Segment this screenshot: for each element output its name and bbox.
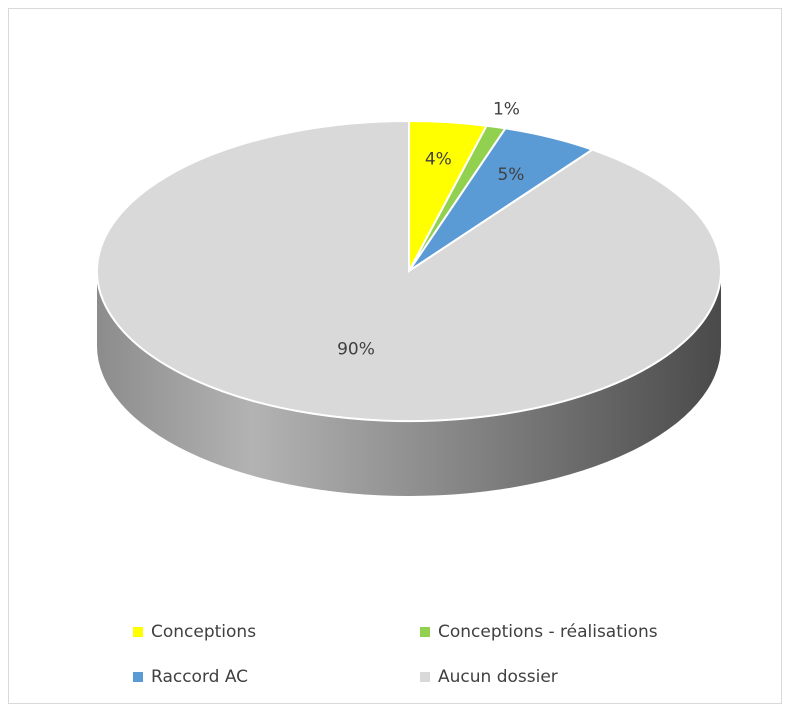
- slice-conceptions-realisations-label: 1%: [493, 100, 520, 120]
- slice-raccord-ac-label: 5%: [497, 165, 524, 185]
- pie-side-wall: [97, 271, 721, 496]
- slice-aucun-dossier-label: 90%: [337, 339, 375, 359]
- slice-conceptions-label: 4%: [425, 149, 452, 169]
- slice-aucun-dossier[interactable]: [96, 119, 723, 422]
